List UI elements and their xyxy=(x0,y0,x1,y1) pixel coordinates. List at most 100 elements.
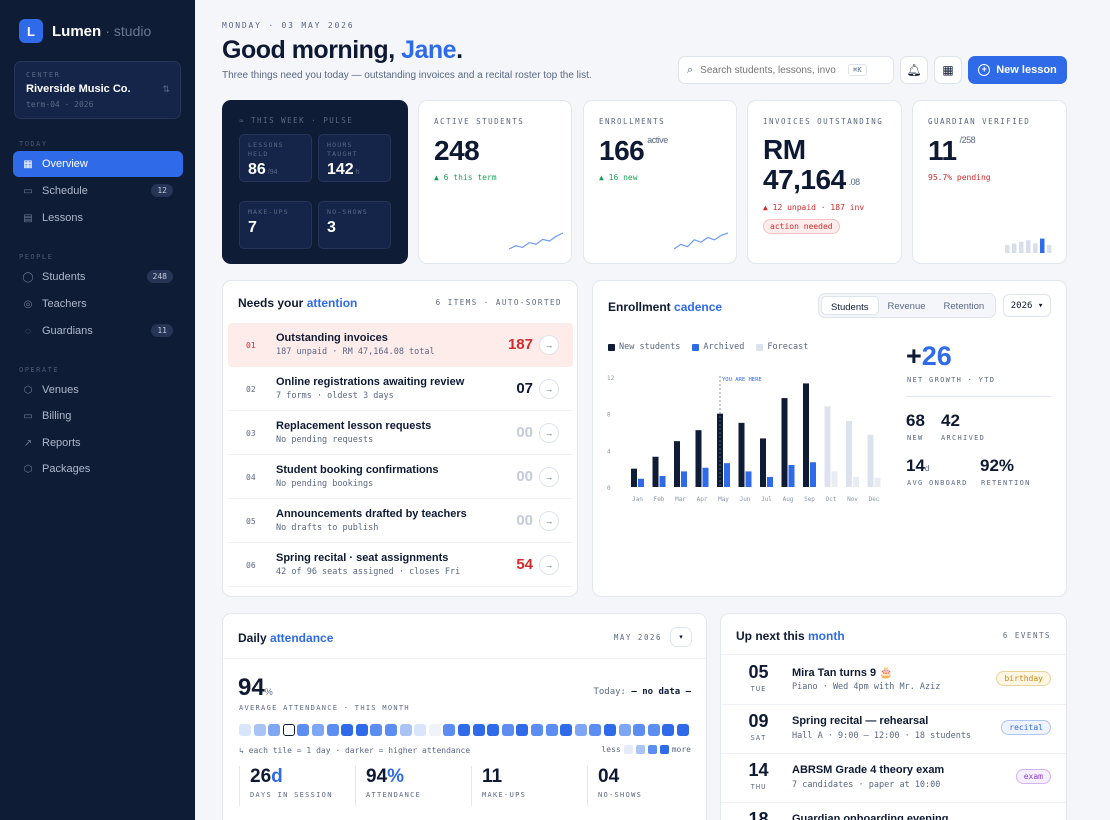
sidebar-item-venues[interactable]: ⬡ Venues xyxy=(13,377,183,403)
tab-revenue[interactable]: Revenue xyxy=(887,301,926,312)
sidebar-item-billing[interactable]: ▭ Billing xyxy=(13,403,183,429)
sidebar-item-guardians[interactable]: ◌ Guardians 11 xyxy=(13,318,183,344)
day-tile[interactable] xyxy=(574,724,587,736)
event-row[interactable]: 14 THU ABRSM Grade 4 theory exam 7 candidat… xyxy=(721,754,1066,803)
day-tile[interactable] xyxy=(472,724,485,736)
day-tile[interactable] xyxy=(487,724,500,736)
row-subtitle: 187 unpaid · RM 47,164.08 total xyxy=(276,347,435,357)
new-lesson-button[interactable]: + New lesson xyxy=(968,56,1067,84)
month-dropdown[interactable]: ▾ xyxy=(670,627,692,647)
arrow-right-icon[interactable]: → xyxy=(539,555,559,575)
notifications-button[interactable]: 🔔︎ xyxy=(900,56,928,84)
sidebar-item-teachers[interactable]: ◎ Teachers xyxy=(13,291,183,317)
day-tile[interactable] xyxy=(545,724,558,736)
day-tile[interactable] xyxy=(633,724,646,736)
sidebar-item-schedule[interactable]: ▭ Schedule 12 xyxy=(13,178,183,204)
arrow-right-icon[interactable]: → xyxy=(539,511,559,531)
tab-students[interactable]: Students xyxy=(821,296,879,315)
tab-retention[interactable]: Retention xyxy=(943,301,985,312)
attention-row[interactable]: 06 Spring recital · seat assignments 42 of… xyxy=(228,543,573,587)
day-tile[interactable] xyxy=(414,724,427,736)
day-tile[interactable] xyxy=(385,724,397,736)
sidebar-item-label: Guardians xyxy=(42,325,93,337)
day-tile[interactable] xyxy=(647,724,660,736)
active-students-card[interactable]: ACTIVE STUDENTS 248 ▲ 6 this term xyxy=(418,100,572,264)
day-tile[interactable] xyxy=(501,724,514,736)
row-title: Outstanding invoices xyxy=(276,332,388,344)
center-name: Riverside Music Co. xyxy=(26,83,131,95)
calendar-icon: ▭ xyxy=(23,185,33,197)
day-tile[interactable] xyxy=(268,724,281,736)
attention-row[interactable]: 01 Outstanding invoices 187 unpaid · RM 47… xyxy=(228,323,573,367)
onboard-label: AVG ONBOARD xyxy=(907,479,968,487)
day-tile[interactable] xyxy=(297,724,310,736)
attention-row[interactable]: 02 Online registrations awaiting review 7 … xyxy=(228,367,573,411)
year-select[interactable]: 2026 ▾ xyxy=(1003,294,1051,317)
search-box[interactable]: ⌕ ⌘K xyxy=(678,56,894,84)
attention-row[interactable]: 05 Announcements drafted by teachers No dr… xyxy=(228,499,573,543)
sidebar-item-label: Lessons xyxy=(42,212,83,224)
day-tile[interactable] xyxy=(239,724,251,736)
day-tile[interactable] xyxy=(589,724,602,736)
day-tile[interactable] xyxy=(516,724,529,736)
day-tile[interactable] xyxy=(531,724,543,736)
event-row[interactable]: 05 TUE Mira Tan turns 9 🎂 Piano · Wed 4pm w… xyxy=(721,656,1066,705)
brand[interactable]: L Lumen · studio xyxy=(19,19,151,43)
attendance-card: Daily attendance MAY 2026 ▾ 94% AVERAGE … xyxy=(222,613,708,820)
day-tile[interactable] xyxy=(458,724,470,736)
sidebar-item-lessons[interactable]: ▤ Lessons xyxy=(13,205,183,231)
bar-archived-dec xyxy=(874,477,881,487)
enrollments-card[interactable]: ENROLLMENTS 166 active ▲ 16 new xyxy=(583,100,737,264)
attention-row[interactable]: 04 Student booking confirmations No pendin… xyxy=(228,455,573,499)
day-tile[interactable] xyxy=(560,724,573,736)
sidebar-item-students[interactable]: ◯ Students 248 xyxy=(13,264,183,290)
event-row[interactable]: 18 Guardian onboarding evening xyxy=(721,803,1066,820)
x-tick-label: Apr xyxy=(697,496,708,503)
arrow-right-icon[interactable]: → xyxy=(539,423,559,443)
page-subtitle: Three things need you today — outstandin… xyxy=(222,70,592,81)
nav-section-operate: OPERATE xyxy=(19,366,60,374)
x-tick-label: May xyxy=(718,496,729,503)
day-tile[interactable] xyxy=(443,724,456,736)
brand-name: Lumen · studio xyxy=(52,22,152,40)
day-tile[interactable] xyxy=(618,724,631,736)
kpi-delta: ▲ 16 new xyxy=(599,173,638,182)
arrow-right-icon[interactable]: → xyxy=(539,467,559,487)
sidebar-item-overview[interactable]: ▦ Overview xyxy=(13,151,183,177)
row-number: 04 xyxy=(246,473,256,482)
search-input[interactable] xyxy=(700,64,849,76)
guardian-card[interactable]: GUARDIAN VERIFIED 11/258 95.7% pending xyxy=(912,100,1067,264)
center-switcher[interactable]: CENTER Riverside Music Co. term-04 · 202… xyxy=(14,61,181,119)
stat-label: DAYS IN SESSION xyxy=(250,791,333,799)
stat-value: 11 xyxy=(482,766,503,787)
sidebar-item-reports[interactable]: ↗ Reports xyxy=(13,430,183,456)
day-tile[interactable] xyxy=(677,724,689,736)
day-tile[interactable] xyxy=(604,724,616,736)
arrow-right-icon[interactable]: → xyxy=(539,335,559,355)
enrollment-title: Enrollment cadence xyxy=(608,300,723,314)
event-title: Mira Tan turns 9 🎂 xyxy=(792,667,893,679)
day-tile[interactable] xyxy=(428,724,441,736)
sidebar-item-packages[interactable]: ⬡ Packages xyxy=(13,456,183,482)
day-tile[interactable] xyxy=(341,724,354,736)
attention-row[interactable]: 03 Replacement lesson requests No pending … xyxy=(228,411,573,455)
attendance-stat: 11 MAKE-UPS xyxy=(471,766,526,806)
calendar-button[interactable]: ▦ xyxy=(934,56,962,84)
day-tile[interactable] xyxy=(312,724,324,736)
arrow-right-icon[interactable]: → xyxy=(539,379,559,399)
day-tile[interactable] xyxy=(253,724,266,736)
invoices-card[interactable]: INVOICES OUTSTANDING RM 47,164.08 ▲ 12 un… xyxy=(747,100,902,264)
retention-value: 92% xyxy=(980,456,1015,475)
day-tile[interactable] xyxy=(355,724,368,736)
bar-archived-mar xyxy=(681,471,687,487)
event-row[interactable]: 09 SAT Spring recital — rehearsal Hall A · … xyxy=(721,705,1066,754)
day-tile[interactable] xyxy=(370,724,383,736)
day-tile[interactable] xyxy=(662,724,675,736)
x-tick-label: Jun xyxy=(740,496,751,503)
event-subtitle: Piano · Wed 4pm with Mr. Aziz xyxy=(792,682,941,692)
guardian-bar xyxy=(1005,245,1010,253)
day-tile[interactable] xyxy=(282,724,295,736)
attendance-stat: 94% ATTENDANCE xyxy=(355,766,421,806)
day-tile[interactable] xyxy=(399,724,412,736)
day-tile[interactable] xyxy=(326,724,339,736)
